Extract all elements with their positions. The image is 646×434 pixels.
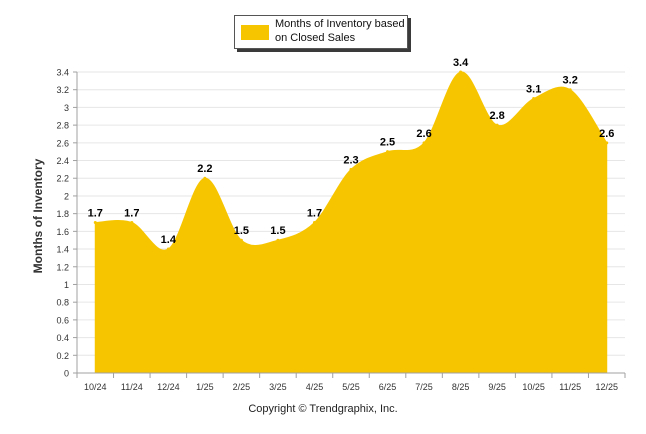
data-label: 1.7 — [307, 208, 322, 220]
data-label: 2.5 — [380, 137, 395, 149]
data-point — [386, 150, 390, 154]
legend-swatch — [241, 25, 269, 40]
x-tick-label: 11/25 — [559, 382, 581, 392]
y-tick-label: 0 — [64, 369, 69, 379]
data-point — [93, 221, 97, 224]
x-tick-label: 10/24 — [84, 382, 107, 392]
y-tick-label: 1.4 — [56, 245, 69, 255]
y-tick-label: 2.6 — [56, 138, 69, 148]
x-tick-label: 12/25 — [595, 382, 618, 392]
x-tick-label: 8/25 — [452, 382, 470, 392]
data-point — [276, 238, 280, 242]
data-label: 2.8 — [489, 110, 504, 122]
y-tick-label: 3.4 — [56, 68, 69, 78]
y-tick-label: 0.6 — [56, 315, 69, 325]
legend-label: Months of Inventory based on Closed Sale… — [275, 18, 405, 44]
y-tick-label: 2.8 — [56, 121, 69, 131]
x-tick-label: 11/24 — [121, 382, 143, 392]
data-label: 3.4 — [453, 57, 469, 69]
data-label: 1.4 — [161, 234, 177, 246]
axes: 0 0.2 0.4 0.6 0.8 1 1.2 1.4 1.6 1.8 2 2.2 2.4 2.6 2.8 3… — [56, 68, 626, 392]
y-tick-label: 2.2 — [56, 174, 69, 184]
x-tick-label: 7/25 — [415, 382, 433, 392]
data-label: 2.3 — [343, 154, 358, 166]
y-tick-label: 3.2 — [56, 85, 69, 95]
x-tick-label: 10/25 — [522, 382, 545, 392]
y-tick-label: 1 — [64, 280, 69, 290]
data-label: 2.6 — [416, 128, 431, 140]
x-tick-label: 6/25 — [379, 382, 397, 392]
data-label: 1.7 — [124, 208, 139, 220]
data-labels: 1.7 1.7 1.4 2.2 1.5 1.5 1.7 2.3 2.5 2.6 3.4 2.8 3.1 3… — [88, 57, 615, 246]
data-label: 2.2 — [197, 163, 212, 175]
y-tick-label: 1.2 — [56, 262, 69, 272]
data-label: 1.7 — [88, 208, 103, 220]
data-point — [166, 247, 170, 251]
copyright-text: Copyright © Trendgraphix, Inc. — [248, 403, 398, 415]
data-point — [349, 167, 353, 171]
x-tick-label: 3/25 — [269, 382, 287, 392]
data-point — [532, 97, 536, 101]
legend: Months of Inventory based on Closed Sale… — [234, 15, 408, 49]
data-point — [568, 88, 572, 92]
y-tick-label: 0.2 — [56, 351, 69, 361]
y-tick-label: 1.8 — [56, 209, 69, 219]
x-tick-label: 1/25 — [196, 382, 214, 392]
y-tick-label: 0.8 — [56, 298, 69, 308]
data-label: 1.5 — [234, 225, 249, 237]
y-axis-label: Months of Inventory — [31, 158, 45, 274]
x-tick-label: 5/25 — [342, 382, 360, 392]
data-label: 3.1 — [526, 84, 541, 96]
data-label: 1.5 — [270, 225, 285, 237]
data-point — [605, 141, 609, 145]
x-tick-label: 12/24 — [157, 382, 180, 392]
data-point — [459, 70, 463, 74]
area-fill — [94, 71, 608, 374]
y-tick-label: 2.4 — [56, 156, 69, 166]
data-point — [239, 238, 243, 242]
data-point — [130, 221, 134, 224]
data-label: 3.2 — [563, 75, 578, 87]
data-point — [495, 123, 499, 127]
x-tick-label: 9/25 — [488, 382, 506, 392]
y-tick-label: 0.4 — [56, 333, 69, 343]
x-tick-label: 2/25 — [233, 382, 251, 392]
x-tick-label: 4/25 — [306, 382, 324, 392]
y-tick-label: 3 — [64, 103, 69, 113]
y-tick-label: 1.6 — [56, 227, 69, 237]
y-tick-label: 2 — [64, 191, 69, 201]
data-label: 2.6 — [599, 128, 614, 140]
series-area — [93, 70, 609, 374]
data-point — [312, 221, 316, 224]
data-point — [203, 176, 207, 180]
data-point — [422, 141, 426, 145]
